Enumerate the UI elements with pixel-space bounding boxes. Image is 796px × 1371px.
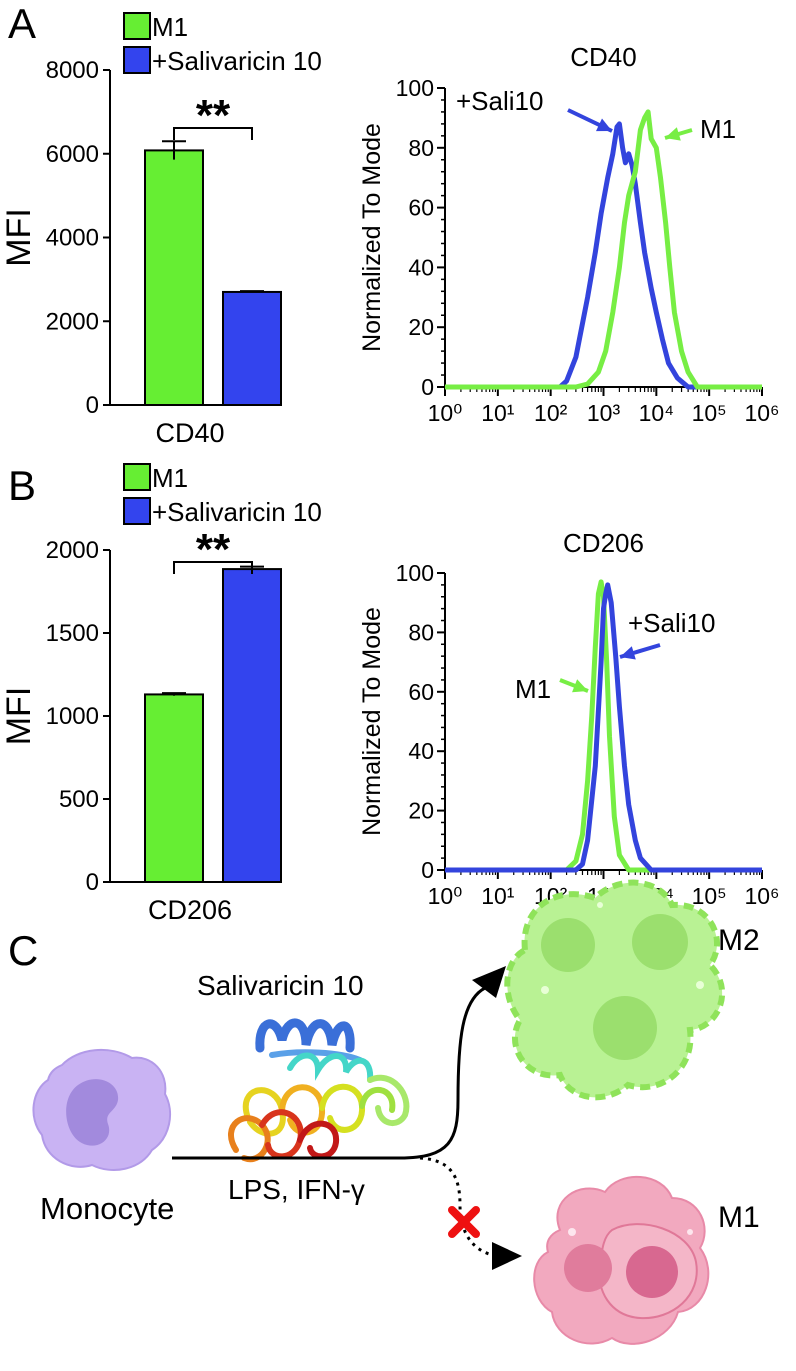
y-tick-label: 0 xyxy=(421,374,434,400)
significance-label: ** xyxy=(196,525,231,574)
histogram-cd40: CD40 0 20 40 60 80 100 10⁰ 10¹ 10² 10³ 10⁴ 10⁵ 10⁶ Nor… xyxy=(358,42,780,426)
m1-label: M1 xyxy=(718,1201,760,1234)
annotation-arrow-head xyxy=(620,646,636,660)
legend-a-sali-label: +Salivaricin 10 xyxy=(152,46,322,76)
y-tick-label: 4000 xyxy=(46,225,99,252)
series-annotation: +Sali10 xyxy=(628,608,715,638)
x-tick-label: 10³ xyxy=(587,400,621,426)
bar xyxy=(144,693,204,883)
legend-a-m1-label: M1 xyxy=(152,12,188,42)
stimulus-label: LPS, IFN-γ xyxy=(228,1174,365,1205)
significance-bracket xyxy=(173,561,253,574)
panel-letter-a: A xyxy=(8,0,36,47)
legend-b-m1-swatch xyxy=(123,463,151,491)
annotation-arrow-head xyxy=(596,118,612,132)
y-tick-label: 2000 xyxy=(46,308,99,335)
x-tick-label: 10² xyxy=(534,400,568,426)
x-tick-label: 10⁴ xyxy=(639,400,674,426)
chart-title: CD206 xyxy=(563,528,644,558)
panel-letter-c: C xyxy=(8,927,38,974)
monocyte-cell-icon xyxy=(32,1048,172,1171)
blocked-path-line xyxy=(419,1156,501,1258)
bar xyxy=(222,290,282,406)
y-tick-label: 1500 xyxy=(46,620,99,647)
chart-title: CD40 xyxy=(570,42,636,72)
monocyte-label: Monocyte xyxy=(40,1191,174,1226)
y-axis-label: Normalized To Mode xyxy=(358,123,386,352)
x-axis-label: CD40 xyxy=(155,418,224,448)
arrow-head-m1-icon xyxy=(492,1242,522,1270)
x-tick-label: 10⁰ xyxy=(428,883,463,909)
y-tick-label: 100 xyxy=(396,75,434,101)
arrow-head-m2-icon xyxy=(472,966,506,998)
legend-b-sali-swatch xyxy=(123,497,151,525)
legend-a-m1-swatch xyxy=(123,12,151,40)
m2-label: M2 xyxy=(718,924,760,957)
y-tick-label: 20 xyxy=(408,314,434,340)
legend-a-sali-swatch xyxy=(123,46,151,74)
y-tick-label: 80 xyxy=(408,135,434,161)
x-tick-label: 10⁰ xyxy=(428,400,463,426)
y-tick-label: 2000 xyxy=(46,537,99,564)
y-axis-label: MFI xyxy=(0,208,38,267)
x-tick-label: 10⁵ xyxy=(692,400,727,426)
y-tick-label: 40 xyxy=(408,254,434,280)
annotation-arrow-head xyxy=(572,679,588,693)
y-tick-label: 100 xyxy=(396,560,434,586)
significance-label: ** xyxy=(196,91,231,140)
salivaricin-structure-icon xyxy=(228,1018,410,1163)
y-tick-label: 8000 xyxy=(46,57,99,84)
series-line xyxy=(445,579,762,873)
m2-macrophage-cells-icon xyxy=(504,879,726,1101)
y-tick-label: 80 xyxy=(408,619,434,645)
y-tick-label: 500 xyxy=(59,786,99,813)
y-tick-label: 60 xyxy=(408,195,434,221)
bar xyxy=(222,568,282,884)
y-axis-label: MFI xyxy=(0,687,38,746)
y-tick-label: 40 xyxy=(408,738,434,764)
y-tick-label: 0 xyxy=(86,392,99,419)
x-tick-label: 10⁵ xyxy=(692,883,727,909)
y-tick-label: 0 xyxy=(421,857,434,883)
series-annotation: M1 xyxy=(700,114,736,144)
x-tick-label: 10¹ xyxy=(481,883,515,909)
series-line xyxy=(445,121,762,390)
y-tick-label: 6000 xyxy=(46,141,99,168)
protein-title: Salivaricin 10 xyxy=(197,970,364,1001)
histogram-cd206: CD20602040608010010⁰10¹10²10³10⁴10⁵10⁶No… xyxy=(358,528,780,909)
series-annotation: +Sali10 xyxy=(456,86,543,116)
y-tick-label: 60 xyxy=(408,679,434,705)
bar xyxy=(144,149,204,406)
series-annotation: M1 xyxy=(515,674,551,704)
bar-chart-cd206: 0 500 1000 1500 2000 ** CD206 MFI xyxy=(0,525,282,925)
x-axis-label: CD206 xyxy=(148,895,232,925)
y-tick-label: 1000 xyxy=(46,703,99,730)
y-axis-label: Normalized To Mode xyxy=(358,607,386,836)
legend-b-sali-label: +Salivaricin 10 xyxy=(152,497,322,527)
y-tick-label: 20 xyxy=(408,798,434,824)
x-tick-label: 10⁶ xyxy=(744,400,779,426)
differentiation-line xyxy=(172,986,486,1160)
series-line xyxy=(445,109,762,390)
significance-bracket xyxy=(173,127,253,140)
x-tick-label: 10¹ xyxy=(481,400,515,426)
series-line xyxy=(445,582,762,873)
legend-b-m1-label: M1 xyxy=(152,463,188,493)
schematic-diagram: Salivaricin 10 Monocyte LPS, IFN-γ xyxy=(32,879,760,1345)
x-tick-label: 10⁶ xyxy=(744,883,779,909)
legend-b: M1 +Salivaricin 10 xyxy=(123,463,322,527)
annotation-arrow-head xyxy=(665,127,681,141)
legend-a: M1 +Salivaricin 10 xyxy=(123,12,322,76)
blocked-x-icon xyxy=(448,1206,480,1238)
panel-letter-b: B xyxy=(8,462,36,509)
y-tick-label: 0 xyxy=(86,869,99,896)
bar-chart-cd40: 0 2000 4000 6000 8000 ** CD40 MFI xyxy=(0,57,282,448)
m1-macrophage-cells-icon xyxy=(533,1176,710,1345)
